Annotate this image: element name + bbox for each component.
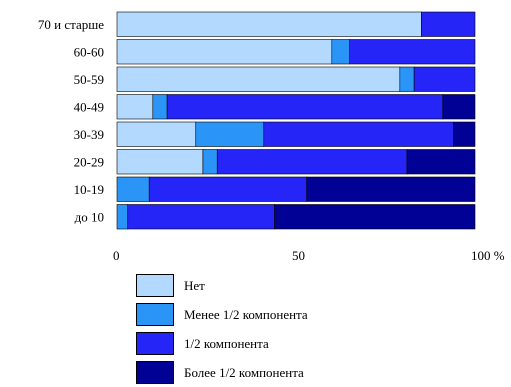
legend-swatch-half xyxy=(136,332,174,355)
bar-segment-row1-series0 xyxy=(116,39,333,65)
category-label: 50-59 xyxy=(74,72,104,87)
bar-segment-row5-series3 xyxy=(406,149,476,175)
bar-segment-row2-series2 xyxy=(413,66,476,92)
x-tick-label: 50 xyxy=(292,248,305,263)
bar-segment-row2-series0 xyxy=(116,66,401,92)
category-label: до 10 xyxy=(75,209,104,224)
bar-segment-row2-series1 xyxy=(399,66,415,92)
bar-segment-row5-series0 xyxy=(116,149,204,175)
category-labels: 70 и старше 60-60 50-59 40-49 30-39 20-29 10-1… xyxy=(38,17,104,225)
bar-segment-row1-series2 xyxy=(349,39,476,65)
category-label: 30-39 xyxy=(74,127,104,142)
bar-segment-row5-series1 xyxy=(202,149,218,175)
x-tick-label: 100 % xyxy=(471,248,505,263)
bar-segment-row5-series2 xyxy=(216,149,408,175)
legend-label-more-half: Более 1/2 компонента xyxy=(184,365,304,380)
bar-segment-row7-series1 xyxy=(116,204,129,230)
x-axis-ticks: 0 50 100 % xyxy=(113,248,505,263)
legend-swatch-net xyxy=(136,274,174,297)
bar-segment-row6-series2 xyxy=(148,176,308,202)
category-label: 60-60 xyxy=(74,44,104,59)
bar-segment-row4-series0 xyxy=(116,121,197,147)
category-label: 70 и старше xyxy=(38,17,104,32)
bar-segment-row0-series2 xyxy=(420,11,476,37)
bar-segment-row1-series1 xyxy=(331,39,350,65)
legend-label-net: Нет xyxy=(184,278,205,293)
bar-segment-row4-series1 xyxy=(195,121,265,147)
legend-swatch-more-half xyxy=(136,361,174,384)
bar-segment-row0-series0 xyxy=(116,11,422,37)
bar-segment-row7-series3 xyxy=(274,204,476,230)
bar-segment-row3-series3 xyxy=(442,94,476,120)
bar-segment-row3-series0 xyxy=(116,94,154,120)
bars-layer xyxy=(116,11,476,230)
bar-segment-row7-series2 xyxy=(127,204,275,230)
bar-segment-row6-series1 xyxy=(116,176,150,202)
legend-label-less-half: Менее 1/2 компонента xyxy=(184,307,308,322)
bar-segment-row3-series2 xyxy=(166,94,444,120)
category-label: 10-19 xyxy=(74,182,104,197)
category-label: 20-29 xyxy=(74,154,104,169)
bar-segment-row6-series3 xyxy=(306,176,476,202)
category-label: 40-49 xyxy=(74,99,104,114)
bar-segment-row4-series3 xyxy=(453,121,476,147)
legend-label-half: 1/2 компонента xyxy=(184,336,269,351)
bar-segment-row4-series2 xyxy=(263,121,454,147)
x-tick-label: 0 xyxy=(113,248,120,263)
legend-swatch-less-half xyxy=(136,303,174,326)
bar-segment-row3-series1 xyxy=(152,94,168,120)
